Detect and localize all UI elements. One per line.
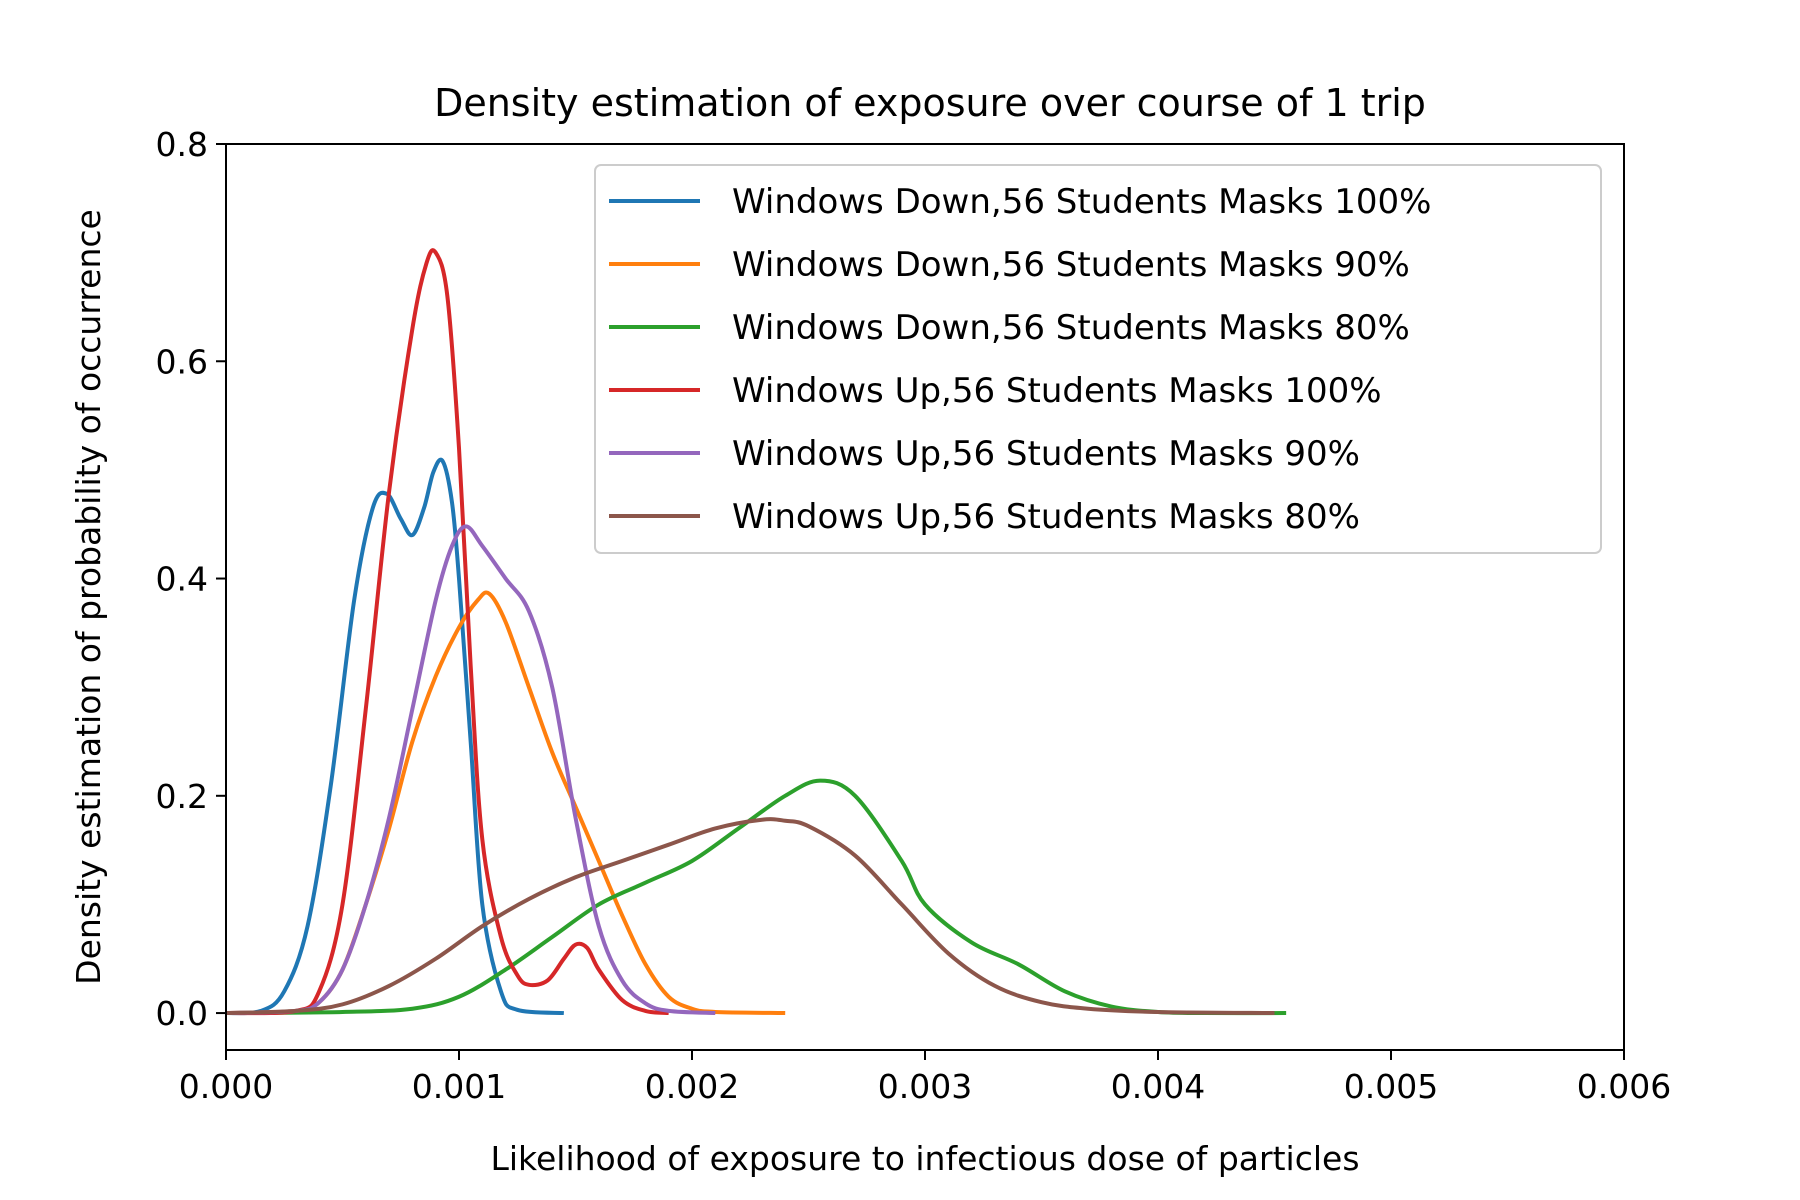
series-line-6 <box>225 817 1275 1016</box>
legend-label-5: Windows Up,56 Students Masks 90% <box>732 434 1360 474</box>
x-tick-label: 0.003 <box>878 1067 972 1106</box>
x-tick-label: 0.006 <box>1577 1067 1671 1106</box>
x-axis-label: Likelihood of exposure to infectious dos… <box>490 1139 1359 1178</box>
legend-label-6: Windows Up,56 Students Masks 80% <box>732 497 1360 537</box>
legend-items: Windows Down,56 Students Masks 100% Windo… <box>609 182 1431 537</box>
legend-label-2: Windows Down,56 Students Masks 90% <box>732 245 1410 285</box>
x-tick-label: 0.000 <box>179 1067 273 1106</box>
y-tick-label: 0.0 <box>156 994 208 1033</box>
x-axis: 0.000 0.001 0.002 0.003 0.004 0.005 0.006 <box>179 1050 1671 1106</box>
x-tick-label: 0.002 <box>645 1067 739 1106</box>
x-tick-label: 0.004 <box>1111 1067 1205 1106</box>
x-tick-label: 0.005 <box>1344 1067 1438 1106</box>
legend-box <box>594 164 1602 554</box>
y-axis-label: Density estimation of probability of occ… <box>69 209 108 985</box>
series-line-1 <box>225 457 564 1016</box>
y-axis: 0.0 0.2 0.4 0.6 0.8 <box>156 125 226 1033</box>
x-tick-label: 0.001 <box>412 1067 506 1106</box>
series-line-3 <box>225 778 1287 1016</box>
legend-label-1: Windows Down,56 Students Masks 100% <box>732 182 1431 222</box>
series-line-4 <box>225 248 669 1016</box>
legend: Windows Down,56 Students Masks 100% Windo… <box>594 164 1602 554</box>
series-layer <box>225 248 1287 1016</box>
legend-label-3: Windows Down,56 Students Masks 80% <box>732 308 1410 348</box>
y-tick-label: 0.4 <box>156 560 208 599</box>
y-tick-label: 0.6 <box>156 342 208 381</box>
y-tick-label: 0.8 <box>156 125 208 164</box>
y-tick-label: 0.2 <box>156 777 208 816</box>
series-line-5 <box>225 524 716 1016</box>
legend-label-4: Windows Up,56 Students Masks 100% <box>732 371 1382 411</box>
chart-title: Density estimation of exposure over cour… <box>434 81 1426 125</box>
